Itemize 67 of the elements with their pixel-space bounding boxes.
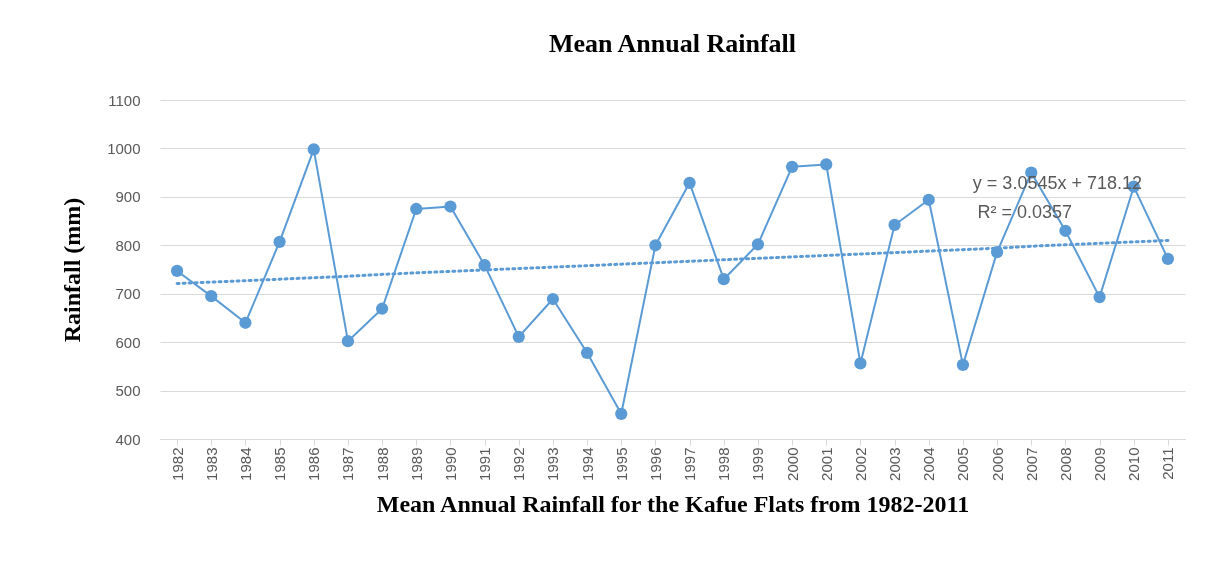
y-tick-label: 600 — [115, 333, 141, 351]
point — [1093, 290, 1106, 304]
point — [410, 202, 423, 216]
x-tick-label: 1997 — [681, 447, 699, 481]
x-tick-label: 2009 — [1091, 447, 1109, 481]
point — [546, 292, 560, 306]
x-tick-label: 1990 — [441, 447, 459, 481]
x-tick-label: 2011 — [1159, 447, 1177, 480]
x-tick-label: 1995 — [612, 447, 630, 481]
x-tick-label: 2004 — [920, 447, 938, 481]
point — [170, 264, 184, 278]
point — [785, 160, 799, 173]
x-tick-label: 1994 — [578, 447, 596, 481]
point — [683, 176, 696, 189]
point — [307, 143, 320, 156]
x-tick-label: 1984 — [236, 447, 254, 481]
point — [820, 158, 833, 171]
point — [751, 238, 765, 251]
point — [922, 193, 935, 206]
point — [615, 407, 628, 420]
point — [649, 239, 662, 252]
x-tick-label: 1982 — [168, 447, 186, 481]
x-tick-label: 1991 — [476, 447, 494, 481]
x-tick-label: 1985 — [271, 447, 289, 481]
point — [375, 302, 389, 315]
x-tick-label: 1992 — [510, 447, 528, 481]
point — [1059, 224, 1072, 237]
x-tick-label: 1989 — [407, 447, 425, 481]
y-tick-label: 1100 — [108, 91, 141, 109]
x-tick-label: 2000 — [783, 447, 801, 481]
x-tick-label: 1986 — [305, 447, 323, 481]
x-tick-label: 2002 — [851, 447, 869, 481]
x-tick-label: 1987 — [339, 447, 357, 481]
x-tick-label: 2010 — [1125, 447, 1143, 481]
x-tick-label: 1983 — [202, 447, 220, 481]
y-axis-title: Rainfall (mm) — [59, 197, 86, 343]
y-tick-label: 900 — [115, 188, 141, 206]
point — [717, 273, 730, 286]
point — [341, 335, 355, 348]
point — [239, 316, 252, 329]
x-tick-label: 2007 — [1022, 447, 1040, 481]
x-axis-title: Mean Annual Rainfall for the Kafue Flats from 1982-2011 — [376, 490, 970, 517]
x-tick-label: 2001 — [817, 447, 835, 481]
y-tick-label: 700 — [115, 285, 141, 303]
x-tick-label: 1999 — [749, 447, 767, 481]
point — [1161, 252, 1175, 265]
y-tick-label: 500 — [115, 382, 141, 400]
x-tick-label: 2005 — [954, 447, 972, 481]
y-tick-label: 400 — [115, 430, 141, 448]
x-tick-label: 2006 — [988, 447, 1006, 481]
x-tick-label: 2008 — [1056, 447, 1074, 481]
x-tick-label: 2003 — [886, 447, 904, 481]
point — [273, 235, 286, 249]
point — [956, 358, 970, 372]
point — [512, 330, 525, 343]
x-tick-label: 1988 — [373, 447, 391, 481]
y-tick-label: 1000 — [107, 139, 141, 157]
y-tick-label: 800 — [115, 236, 141, 254]
point — [854, 357, 867, 370]
x-tick-label: 1998 — [715, 447, 733, 481]
point — [888, 218, 901, 232]
point — [444, 200, 457, 213]
point — [205, 290, 218, 303]
x-tick-label: 1993 — [544, 447, 562, 481]
point — [580, 346, 594, 359]
x-tick-label: 1996 — [646, 447, 664, 481]
chart-title: Mean Annual Rainfall — [548, 29, 797, 58]
